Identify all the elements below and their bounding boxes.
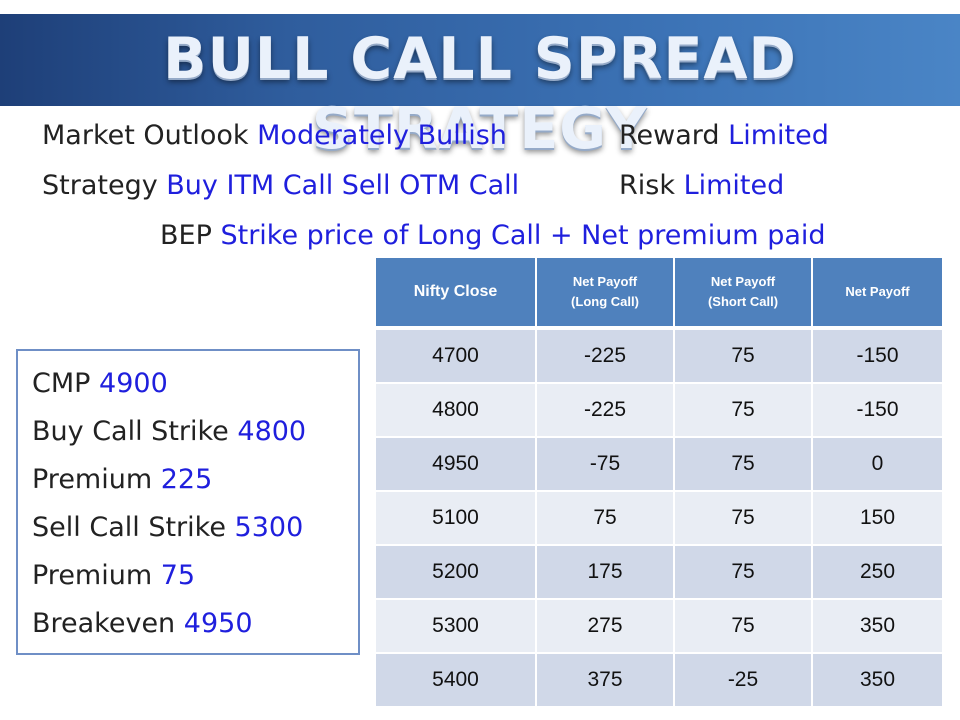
breakeven-value: 4950	[183, 608, 253, 639]
cell-net-payoff: 350	[812, 653, 942, 708]
cell-net-payoff: 350	[812, 599, 942, 654]
cell-nifty-close: 5400	[376, 653, 537, 708]
table-row: 5200 175 75 250	[376, 545, 942, 600]
cell-nifty-close: 4800	[376, 383, 537, 438]
table-row: 5300 275 75 350	[376, 599, 942, 654]
parameters-box: CMP 4900 Buy Call Strike 4800 Premium 22…	[16, 349, 360, 655]
header-long-call-line2: (Long Call)	[571, 294, 639, 309]
table-row: 4950 -75 75 0	[376, 437, 942, 492]
header-long-call: Net Payoff (Long Call)	[536, 258, 675, 330]
cell-long-call: 375	[536, 653, 675, 708]
title-banner	[0, 14, 960, 106]
sell-call-strike-label: Sell Call Strike	[32, 512, 226, 543]
header-net-payoff: Net Payoff	[812, 258, 942, 330]
cell-net-payoff: 250	[812, 545, 942, 600]
page-title: BULL CALL SPREAD STRATEGY	[163, 26, 797, 162]
sell-premium-value: 75	[160, 560, 196, 591]
cmp-line: CMP 4900	[32, 367, 168, 401]
reward-value: Limited	[728, 120, 829, 151]
cell-nifty-close: 5100	[376, 491, 537, 546]
buy-call-strike-line: Buy Call Strike 4800	[32, 415, 306, 449]
header-short-call-line1: Net Payoff	[710, 274, 776, 289]
cell-nifty-close: 4950	[376, 437, 537, 492]
cell-net-payoff: -150	[812, 383, 942, 438]
cell-nifty-close: 5200	[376, 545, 537, 600]
bep-value: Strike price of Long Call + Net premium …	[220, 220, 826, 251]
buy-premium-line: Premium 225	[32, 463, 212, 497]
cell-long-call: -225	[536, 383, 675, 438]
table-row: 5400 375 -25 350	[376, 653, 942, 708]
header-short-call-line2: (Short Call)	[707, 294, 779, 309]
bep-line: BEP Strike price of Long Call + Net prem…	[160, 219, 826, 253]
payoff-table: Nifty Close Net Payoff (Long Call) Net P…	[376, 258, 942, 708]
cell-long-call: 175	[536, 545, 675, 600]
cell-nifty-close: 5300	[376, 599, 537, 654]
cell-nifty-close: 4700	[376, 328, 537, 384]
cell-long-call: -225	[536, 328, 675, 384]
buy-premium-label: Premium	[32, 464, 153, 495]
table-header-row: Nifty Close Net Payoff (Long Call) Net P…	[376, 258, 942, 330]
table-row: 4700 -225 75 -150	[376, 328, 942, 384]
table-row: 5100 75 75 150	[376, 491, 942, 546]
market-outlook-line: Market Outlook Moderately Bullish	[42, 119, 507, 153]
cell-long-call: 75	[536, 491, 675, 546]
sell-call-strike-line: Sell Call Strike 5300	[32, 511, 303, 545]
sell-premium-line: Premium 75	[32, 559, 195, 593]
table-row: 4800 -225 75 -150	[376, 383, 942, 438]
cell-long-call: 275	[536, 599, 675, 654]
cell-short-call: 75	[674, 545, 813, 600]
cell-short-call: 75	[674, 599, 813, 654]
breakeven-line: Breakeven 4950	[32, 607, 253, 641]
cell-short-call: 75	[674, 383, 813, 438]
reward-label: Reward	[619, 120, 720, 151]
risk-label: Risk	[619, 170, 675, 201]
breakeven-label: Breakeven	[32, 608, 176, 639]
market-outlook-value: Moderately Bullish	[257, 120, 507, 151]
cell-net-payoff: 150	[812, 491, 942, 546]
header-short-call: Net Payoff (Short Call)	[674, 258, 813, 330]
buy-call-strike-label: Buy Call Strike	[32, 416, 229, 447]
cell-net-payoff: 0	[812, 437, 942, 492]
cell-long-call: -75	[536, 437, 675, 492]
buy-premium-value: 225	[160, 464, 213, 495]
bep-label: BEP	[160, 220, 212, 251]
cell-short-call: 75	[674, 328, 813, 384]
cell-net-payoff: -150	[812, 328, 942, 384]
header-nifty-close: Nifty Close	[376, 258, 537, 330]
reward-line: Reward Limited	[619, 119, 829, 153]
risk-value: Limited	[683, 170, 785, 201]
cell-short-call: 75	[674, 491, 813, 546]
sell-call-strike-value: 5300	[234, 512, 304, 543]
cell-short-call: 75	[674, 437, 813, 492]
strategy-value: Buy ITM Call Sell OTM Call	[166, 170, 520, 201]
buy-call-strike-value: 4800	[237, 416, 307, 447]
sell-premium-label: Premium	[32, 560, 153, 591]
cmp-label: CMP	[32, 368, 91, 399]
cmp-value: 4900	[99, 368, 168, 399]
strategy-line: Strategy Buy ITM Call Sell OTM Call	[42, 169, 519, 203]
risk-line: Risk Limited	[619, 169, 784, 203]
market-outlook-label: Market Outlook	[42, 120, 249, 151]
strategy-label: Strategy	[42, 170, 158, 201]
header-long-call-line1: Net Payoff	[572, 274, 638, 289]
cell-short-call: -25	[674, 653, 813, 708]
